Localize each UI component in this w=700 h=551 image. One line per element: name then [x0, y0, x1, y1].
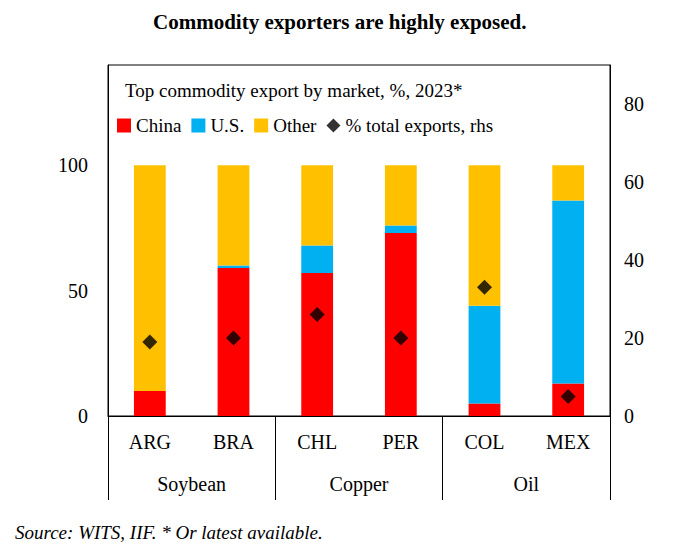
- svg-text:Source: WITS, IIF. * Or latest: Source: WITS, IIF. * Or latest available…: [15, 522, 323, 543]
- svg-text:80: 80: [624, 93, 644, 115]
- svg-text:MEX: MEX: [546, 431, 591, 453]
- svg-text:China: China: [136, 115, 182, 136]
- svg-text:CHL: CHL: [297, 431, 337, 453]
- svg-text:0: 0: [78, 405, 88, 427]
- svg-text:Top commodity export by market: Top commodity export by market, %, 2023*: [125, 80, 462, 101]
- svg-text:50: 50: [68, 280, 88, 302]
- svg-text:ARG: ARG: [129, 431, 171, 453]
- svg-text:PER: PER: [382, 431, 419, 453]
- svg-text:Other: Other: [273, 115, 317, 136]
- svg-text:BRA: BRA: [213, 431, 255, 453]
- svg-text:Commodity exporters are highly: Commodity exporters are highly exposed.: [153, 10, 527, 34]
- svg-text:Copper: Copper: [330, 473, 389, 496]
- svg-text:U.S.: U.S.: [210, 115, 244, 136]
- svg-text:COL: COL: [465, 431, 505, 453]
- svg-text:0: 0: [624, 405, 634, 427]
- svg-text:Oil: Oil: [514, 473, 540, 495]
- svg-text:40: 40: [624, 249, 644, 271]
- svg-text:60: 60: [624, 171, 644, 193]
- svg-text:100: 100: [58, 154, 88, 176]
- svg-text:Soybean: Soybean: [157, 473, 226, 496]
- svg-text:20: 20: [624, 327, 644, 349]
- svg-text:% total exports, rhs: % total exports, rhs: [345, 115, 493, 136]
